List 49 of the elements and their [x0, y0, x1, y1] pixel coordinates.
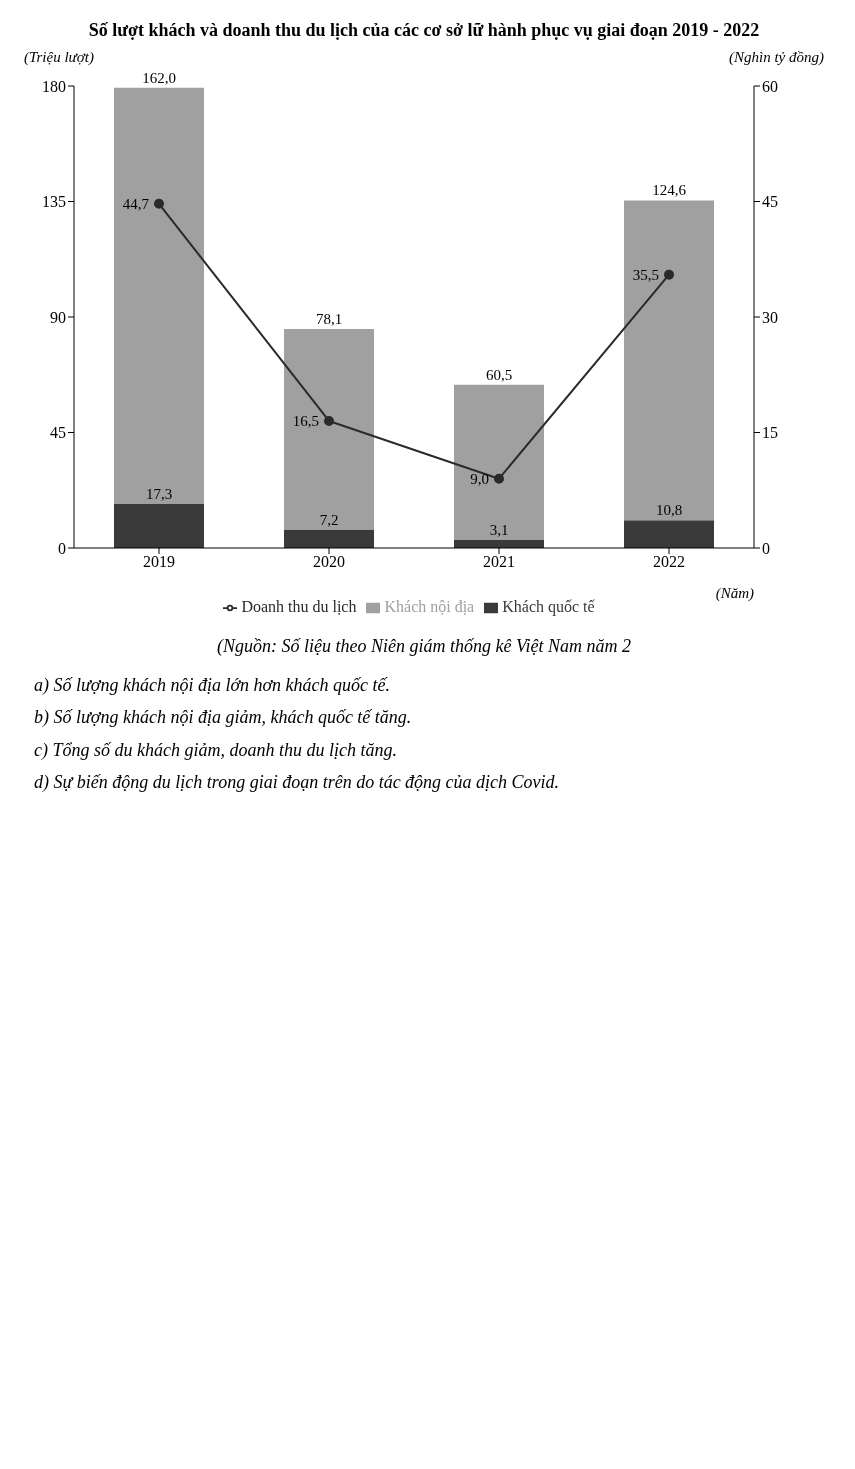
- point: [324, 415, 334, 426]
- bar: [114, 87, 204, 504]
- y2-tick-label: 0: [762, 539, 770, 557]
- y-tick-label: 45: [50, 424, 66, 442]
- x-tick-label: 2020: [313, 553, 345, 571]
- y2-tick-label: 45: [762, 193, 778, 211]
- point: [664, 269, 674, 280]
- x-axis-title: (Năm): [715, 585, 754, 602]
- y2-tick-label: 30: [762, 308, 778, 326]
- data-label: 44,7: [122, 196, 150, 213]
- legend-label: Khách nội địa: [384, 598, 475, 615]
- bar: [284, 529, 374, 548]
- x-tick-label: 2021: [483, 553, 515, 571]
- chart-title: Số lượt khách và doanh thu du lịch của các cơ sở lữ hành phục vụ giai đoạn 2019 - 2022: [87, 20, 761, 41]
- point: [154, 198, 164, 209]
- data-label: 3,1: [489, 522, 509, 539]
- text: c) Tổng số du khách giảm, doanh thu du lịch tăng.: [34, 738, 398, 762]
- y2-axis-title: (Nghìn tỷ đồng): [729, 49, 824, 66]
- data-label: 7,2: [319, 511, 339, 528]
- data-label: 16,5: [292, 413, 319, 430]
- x-tick-label: 2019: [143, 553, 175, 571]
- data-label: 60,5: [485, 366, 513, 383]
- data-label: 17,3: [145, 485, 173, 502]
- y-tick-label: 135: [42, 193, 66, 211]
- data-label: 78,1: [315, 311, 343, 328]
- bar: [284, 329, 374, 530]
- x-tick-label: 2022: [653, 553, 685, 571]
- legend-label: Khách quốc tế: [502, 598, 595, 615]
- y-axis-title: (Triệu lượt): [24, 49, 94, 66]
- bar: [624, 520, 714, 548]
- data-label: 10,8: [655, 502, 683, 519]
- data-label: 35,5: [632, 266, 659, 283]
- bar: [454, 384, 544, 541]
- data-label: 162,0: [142, 69, 176, 86]
- y-tick-label: 90: [50, 308, 66, 326]
- data-label: 124,6: [652, 182, 687, 199]
- text: a) Số lượng khách nội địa lớn hơn khách quốc tế.: [34, 674, 392, 697]
- y-tick-label: 0: [58, 539, 66, 557]
- y2-tick-label: 60: [762, 77, 778, 95]
- text: (Nguồn: Số liệu theo Niên giám thống kê Việt Nam năm 2: [215, 636, 633, 657]
- bar: [114, 503, 204, 548]
- text: b) Số lượng khách nội địa giảm, khách quốc tế tăng.: [34, 706, 413, 730]
- point: [494, 473, 504, 484]
- y2-tick-label: 15: [762, 424, 778, 442]
- text: d) Sự biến động du lịch trong giai đoạn trên do tác động của dịch Covid.: [34, 771, 561, 795]
- data-label: 9,0: [470, 471, 489, 488]
- y-tick-label: 180: [42, 77, 66, 95]
- bar: [624, 200, 714, 521]
- legend-label: Doanh thu du lịch: [241, 598, 357, 615]
